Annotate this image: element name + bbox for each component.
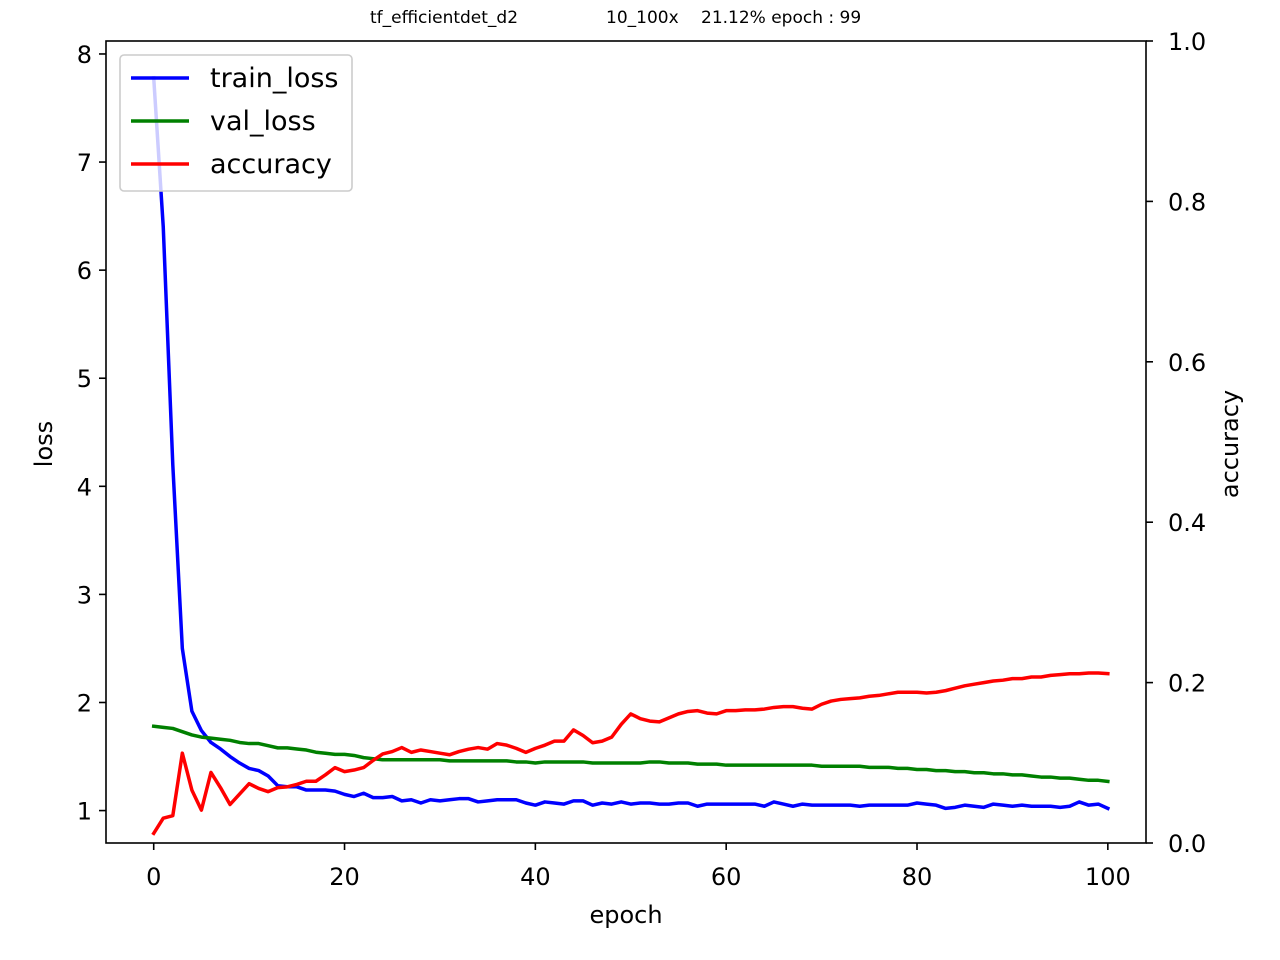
y-tick-label: 2 [77,689,92,717]
y2-tick-label: 0.6 [1168,349,1206,377]
y-tick-label: 3 [77,581,92,609]
legend: train_loss val_loss accuracy [119,54,353,192]
y-tick-label: 6 [77,257,92,285]
y2-tick-label: 0.4 [1168,509,1206,537]
x-tick-label: 80 [902,863,933,891]
legend-label-accuracy: accuracy [210,149,332,180]
y-tick-label: 4 [77,473,92,501]
series-layer [151,75,1111,836]
y-tick-label: 8 [77,41,92,69]
x-axis-label: epoch [589,901,662,929]
series-line-val-loss [151,724,1110,784]
legend-box [119,54,353,192]
axes-layer: 0 20 40 60 80 100 1 2 3 4 5 6 7 8 0.0 0.2 0.4 0.6 0.8 1.0 [77,28,1206,891]
y2-tick-label: 1.0 [1168,28,1206,56]
chart-title-model: tf_efficientdet_d2 [370,8,518,28]
x-tick-label: 40 [520,863,551,891]
y2-tick-label: 0.8 [1168,188,1206,216]
x-tick-label: 0 [146,863,161,891]
series-line-train-loss [151,75,1111,811]
y-axis-label: loss [30,421,58,467]
y-tick-label: 5 [77,365,92,393]
series-line-accuracy [151,671,1110,836]
chart-title-metric: 21.12% epoch : 99 [701,8,861,28]
legend-label-train-loss: train_loss [210,63,339,94]
x-tick-label: 60 [711,863,742,891]
y-tick-label: 7 [77,149,92,177]
legend-label-val-loss: val_loss [210,106,316,137]
y2-tick-label: 0.2 [1168,670,1206,698]
y2-axis-label: accuracy [1216,390,1244,498]
chart-title-config: 10_100x [606,8,679,28]
y2-tick-label: 0.0 [1168,830,1206,858]
x-tick-label: 100 [1085,863,1131,891]
x-tick-label: 20 [329,863,360,891]
plot-frame [105,40,1147,844]
y-tick-label: 1 [77,798,92,826]
